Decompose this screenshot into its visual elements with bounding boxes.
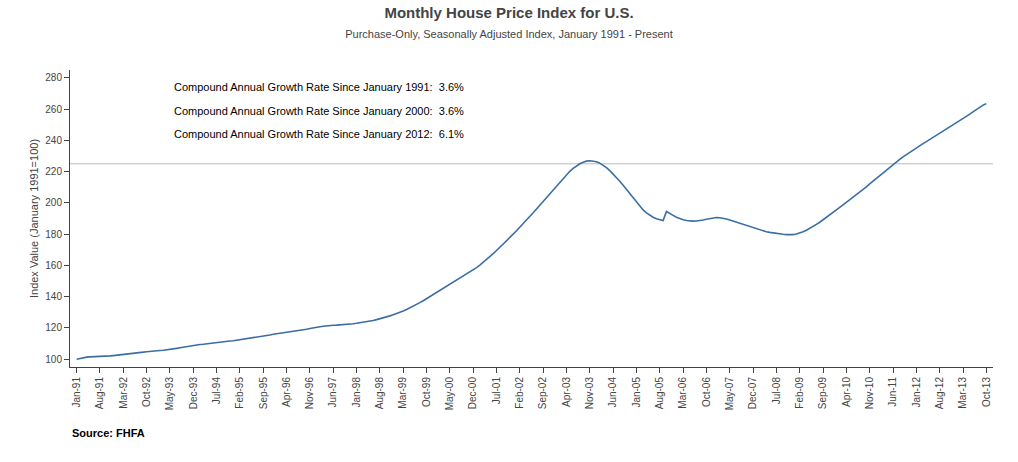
- svg-text:200: 200: [45, 197, 62, 208]
- svg-text:120: 120: [45, 322, 62, 333]
- svg-text:Apr-96: Apr-96: [281, 377, 292, 407]
- svg-text:100: 100: [45, 354, 62, 365]
- svg-text:Compound Annual Growth Rate Si: Compound Annual Growth Rate Since Januar…: [174, 81, 464, 93]
- svg-text:Jul-01: Jul-01: [491, 377, 502, 405]
- svg-text:Mar-13: Mar-13: [957, 377, 968, 409]
- svg-text:Feb-95: Feb-95: [234, 377, 245, 409]
- svg-text:May-93: May-93: [164, 377, 175, 411]
- svg-text:Sep-02: Sep-02: [537, 377, 548, 410]
- svg-text:Dec-00: Dec-00: [467, 377, 478, 410]
- svg-text:Sep-95: Sep-95: [258, 377, 269, 410]
- svg-text:Nov-03: Nov-03: [584, 377, 595, 410]
- svg-text:Aug-12: Aug-12: [934, 377, 945, 410]
- svg-text:Index Value (January 1991=100): Index Value (January 1991=100): [28, 139, 40, 298]
- svg-text:Sep-09: Sep-09: [817, 377, 828, 410]
- svg-text:Dec-07: Dec-07: [747, 377, 758, 410]
- svg-text:Jan-98: Jan-98: [351, 377, 362, 408]
- svg-text:220: 220: [45, 166, 62, 177]
- svg-text:Apr-10: Apr-10: [841, 377, 852, 407]
- svg-text:Oct-06: Oct-06: [701, 377, 712, 407]
- svg-text:240: 240: [45, 135, 62, 146]
- svg-text:Jan-05: Jan-05: [631, 377, 642, 408]
- svg-text:Dec-93: Dec-93: [188, 377, 199, 410]
- svg-text:May-00: May-00: [444, 377, 455, 411]
- svg-text:Nov-10: Nov-10: [864, 377, 875, 410]
- svg-text:Aug-91: Aug-91: [94, 377, 105, 410]
- svg-text:Apr-03: Apr-03: [561, 377, 572, 407]
- svg-text:Monthly House Price Index for: Monthly House Price Index for U.S.Purcha…: [345, 4, 673, 40]
- svg-text:Mar-99: Mar-99: [397, 377, 408, 409]
- svg-text:Compound Annual Growth Rate Si: Compound Annual Growth Rate Since Januar…: [174, 105, 464, 117]
- svg-text:280: 280: [45, 72, 62, 83]
- svg-text:Jun-11: Jun-11: [887, 377, 898, 407]
- svg-text:May-07: May-07: [724, 377, 735, 411]
- svg-text:140: 140: [45, 291, 62, 302]
- svg-text:Aug-05: Aug-05: [654, 377, 665, 410]
- svg-text:Oct-92: Oct-92: [141, 377, 152, 407]
- svg-text:Jan-12: Jan-12: [911, 377, 922, 408]
- svg-text:Oct-13: Oct-13: [981, 377, 992, 407]
- svg-text:160: 160: [45, 260, 62, 271]
- svg-text:Compound Annual Growth Rate Si: Compound Annual Growth Rate Since Januar…: [174, 128, 464, 140]
- svg-text:Aug-98: Aug-98: [374, 377, 385, 410]
- svg-text:260: 260: [45, 104, 62, 115]
- svg-text:Jul-94: Jul-94: [211, 377, 222, 405]
- svg-text:Jan-91: Jan-91: [71, 377, 82, 408]
- svg-text:Feb-09: Feb-09: [794, 377, 805, 409]
- svg-text:Nov-96: Nov-96: [304, 377, 315, 410]
- svg-text:Jun-97: Jun-97: [327, 377, 338, 408]
- svg-text:Mar-06: Mar-06: [677, 377, 688, 409]
- svg-text:180: 180: [45, 229, 62, 240]
- svg-text:Mar-92: Mar-92: [118, 377, 129, 409]
- svg-text:Jun-04: Jun-04: [607, 377, 618, 408]
- svg-text:Jul-08: Jul-08: [771, 377, 782, 405]
- svg-text:Feb-02: Feb-02: [514, 377, 525, 409]
- svg-text:Oct-99: Oct-99: [421, 377, 432, 407]
- svg-text:Source: FHFA: Source: FHFA: [72, 427, 145, 439]
